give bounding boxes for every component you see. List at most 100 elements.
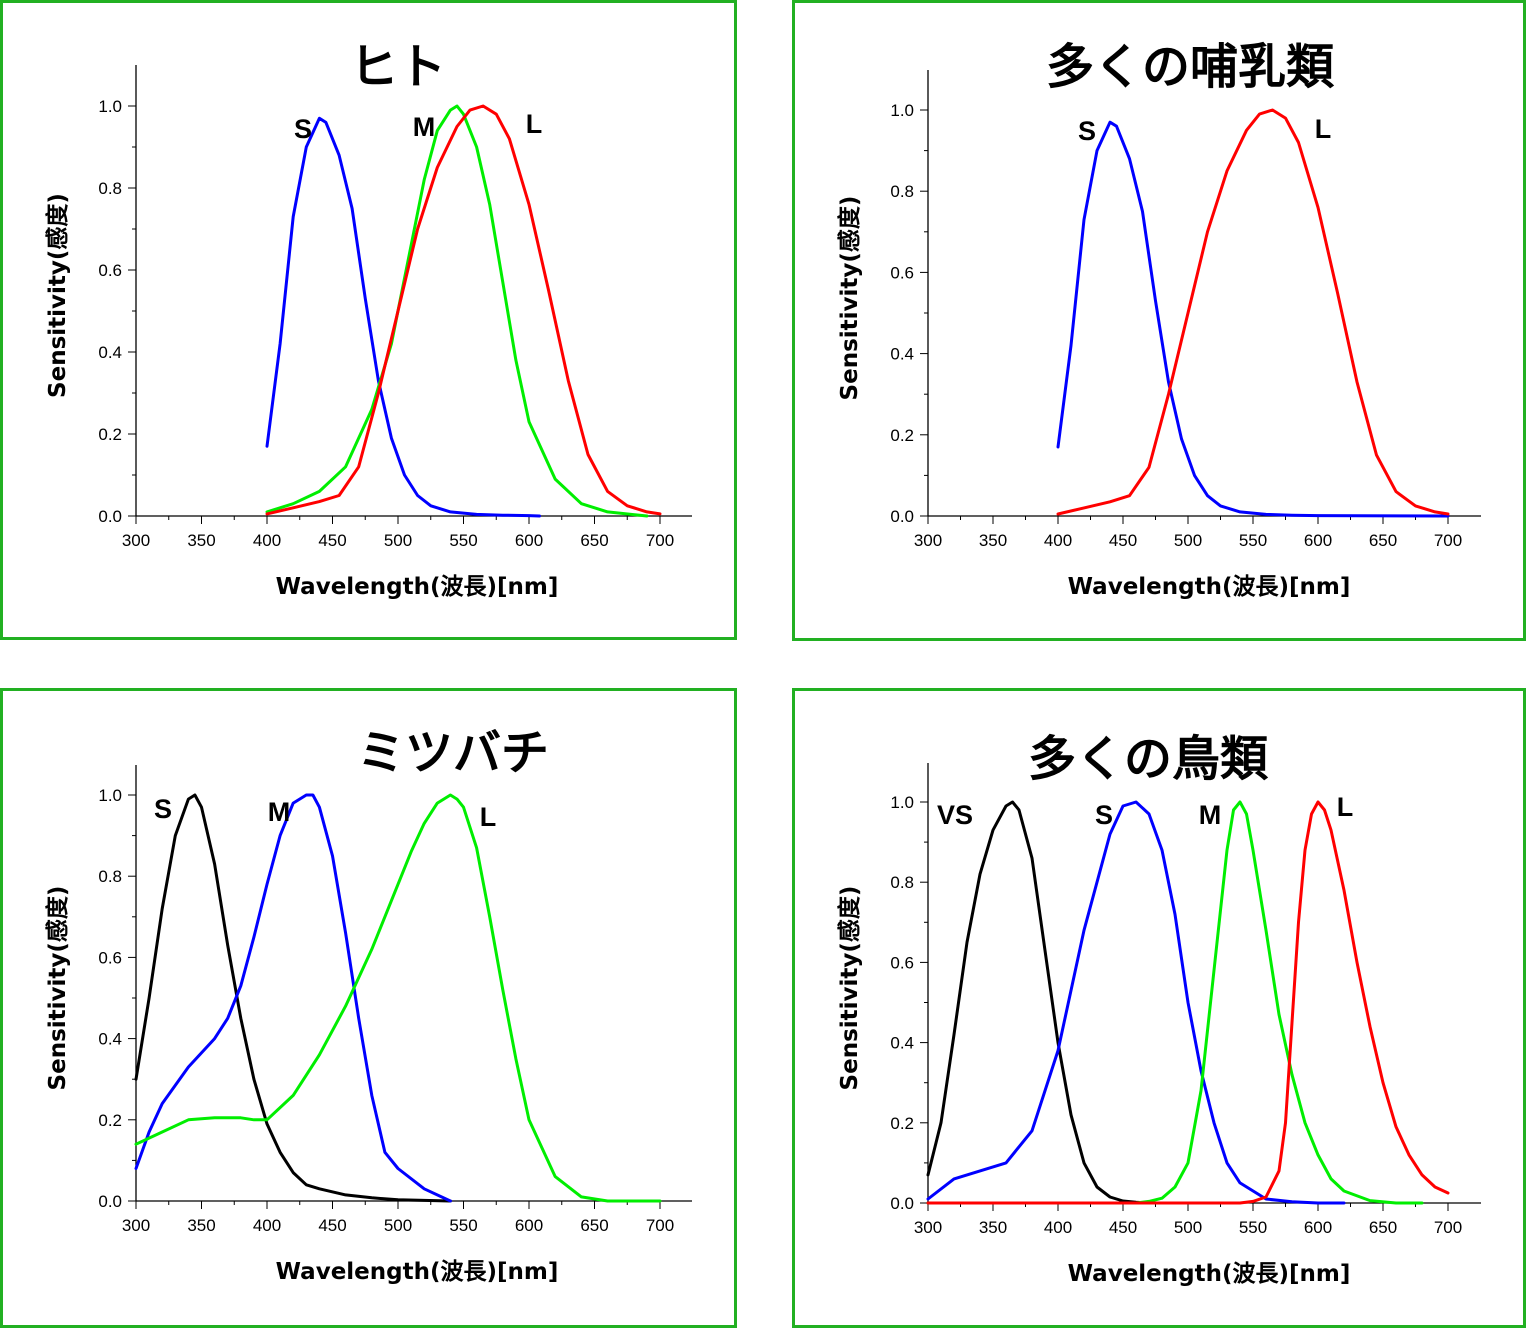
x-tick-label: 500 <box>384 1216 412 1235</box>
y-tick-label: 0.2 <box>98 1111 122 1130</box>
x-tick-label: 500 <box>384 531 412 550</box>
x-axis-label: Wavelength(波長)[nm] <box>1068 574 1351 600</box>
y-tick-label: 0.8 <box>98 867 122 886</box>
series-line-vs <box>926 800 1151 1205</box>
x-tick-label: 400 <box>253 1216 281 1235</box>
y-tick-label: 0.4 <box>890 345 914 364</box>
curve-label-l: L <box>480 802 497 832</box>
curve-label-s: S <box>294 114 312 144</box>
x-tick-label: 450 <box>1109 1218 1137 1237</box>
y-tick-label: 1.0 <box>98 97 122 116</box>
series-line-m <box>265 104 649 518</box>
y-axis-label: Sensitivity(感度) <box>836 886 863 1091</box>
x-axis-label: Wavelength(波長)[nm] <box>276 1259 559 1285</box>
x-tick-label: 600 <box>1304 531 1332 550</box>
series-line-m <box>926 800 1424 1205</box>
chart-panel-human: ヒト 0.0 0.2 0.4 0.6 0.8 1.0 300 350 400 450 500 550 60… <box>0 0 737 640</box>
x-tick-label: 650 <box>1369 531 1397 550</box>
x-tick-label: 500 <box>1174 1218 1202 1237</box>
x-tick-label: 450 <box>318 531 346 550</box>
y-tick-label: 0.0 <box>98 507 122 526</box>
x-tick-label: 500 <box>1174 531 1202 550</box>
x-tick-label: 350 <box>979 1218 1007 1237</box>
y-tick-label: 0.6 <box>98 948 122 967</box>
chart-title-human: ヒト <box>350 39 446 95</box>
x-tick-label: 300 <box>122 1216 150 1235</box>
y-tick-label: 0.2 <box>890 1114 914 1133</box>
series-line-s <box>134 793 452 1203</box>
series-line-m <box>134 793 452 1203</box>
curve-label-m: M <box>268 797 291 827</box>
y-tick-label: 0.0 <box>890 507 914 526</box>
curve-label-s: S <box>1078 116 1096 146</box>
y-tick-label: 0.8 <box>98 179 122 198</box>
curve-label-l: L <box>1315 114 1332 144</box>
x-tick-label: 350 <box>979 531 1007 550</box>
curve-label-s: S <box>154 794 172 824</box>
y-tick-label: 0.8 <box>890 182 914 201</box>
y-tick-label: 0.4 <box>98 343 122 362</box>
series-line-s <box>265 116 541 518</box>
x-tick-label: 450 <box>318 1216 346 1235</box>
x-tick-label: 700 <box>1434 1218 1462 1237</box>
x-tick-label: 350 <box>187 531 215 550</box>
x-tick-label: 300 <box>914 1218 942 1237</box>
x-tick-label: 600 <box>515 531 543 550</box>
y-axis-label: Sensitivity(感度) <box>44 886 71 1091</box>
chart-svg-mammals: 多くの哺乳類 0.0 0.2 0.4 0.6 0.8 1.0 300 350 400 450 500 5… <box>836 39 1481 600</box>
chart-panel-mammals: 多くの哺乳類 0.0 0.2 0.4 0.6 0.8 1.0 300 350 400 450 500 5… <box>792 0 1526 641</box>
y-tick-label: 0.4 <box>890 1034 914 1053</box>
y-tick-label: 0.4 <box>98 1030 122 1049</box>
x-tick-label: 700 <box>646 1216 674 1235</box>
chart-svg-human: ヒト 0.0 0.2 0.4 0.6 0.8 1.0 300 350 400 450 500 550 60… <box>44 39 692 600</box>
x-tick-label: 550 <box>449 531 477 550</box>
series-line-s <box>1056 120 1450 518</box>
chart-title-honeybee: ミツバチ <box>357 725 549 781</box>
x-tick-label: 550 <box>1239 531 1267 550</box>
x-tick-label: 700 <box>1434 531 1462 550</box>
series-line-l <box>1056 108 1450 516</box>
y-axis-label: Sensitivity(感度) <box>44 193 71 398</box>
x-tick-label: 650 <box>1369 1218 1397 1237</box>
y-tick-label: 1.0 <box>98 786 122 805</box>
x-tick-label: 550 <box>449 1216 477 1235</box>
chart-svg-birds: 多くの鳥類 0.0 0.2 0.4 0.6 0.8 1.0 300 350 400 450 500 55… <box>836 731 1481 1287</box>
chart-title-mammals: 多くの哺乳類 <box>1046 39 1335 95</box>
x-tick-label: 650 <box>580 1216 608 1235</box>
x-tick-label: 350 <box>187 1216 215 1235</box>
y-tick-label: 0.6 <box>890 953 914 972</box>
series-line-l <box>265 104 662 516</box>
x-tick-label: 550 <box>1239 1218 1267 1237</box>
y-tick-label: 0.2 <box>98 425 122 444</box>
chart-title-birds: 多くの鳥類 <box>1028 731 1269 787</box>
curve-label-m: M <box>413 112 436 142</box>
x-tick-label: 600 <box>515 1216 543 1235</box>
x-tick-label: 400 <box>1044 531 1072 550</box>
curve-label-l: L <box>1337 792 1354 822</box>
y-tick-label: 0.0 <box>890 1194 914 1213</box>
chart-panel-birds: 多くの鳥類 0.0 0.2 0.4 0.6 0.8 1.0 300 350 400 450 500 55… <box>792 688 1526 1328</box>
y-tick-label: 1.0 <box>890 793 914 812</box>
x-tick-label: 400 <box>1044 1218 1072 1237</box>
curve-label-vs: VS <box>937 800 973 830</box>
curve-label-s: S <box>1095 800 1113 830</box>
y-tick-label: 0.2 <box>890 426 914 445</box>
x-tick-label: 450 <box>1109 531 1137 550</box>
y-tick-label: 1.0 <box>890 101 914 120</box>
x-axis-label: Wavelength(波長)[nm] <box>1068 1261 1351 1287</box>
series-line-l <box>926 800 1450 1205</box>
x-axis-label: Wavelength(波長)[nm] <box>276 574 559 600</box>
y-tick-label: 0.6 <box>98 261 122 280</box>
y-tick-label: 0.8 <box>890 873 914 892</box>
series-line-l <box>134 793 662 1203</box>
y-axis-label: Sensitivity(感度) <box>836 196 863 401</box>
x-tick-label: 600 <box>1304 1218 1332 1237</box>
chart-panel-honeybee: ミツバチ 0.0 0.2 0.4 0.6 0.8 1.0 300 350 400 450 500 550… <box>0 688 737 1328</box>
curve-label-m: M <box>1199 800 1222 830</box>
x-tick-label: 700 <box>646 531 674 550</box>
chart-svg-honeybee: ミツバチ 0.0 0.2 0.4 0.6 0.8 1.0 300 350 400 450 500 550… <box>44 725 692 1285</box>
series-line-s <box>926 800 1346 1205</box>
x-tick-label: 300 <box>122 531 150 550</box>
y-tick-label: 0.6 <box>890 263 914 282</box>
y-tick-label: 0.0 <box>98 1192 122 1211</box>
